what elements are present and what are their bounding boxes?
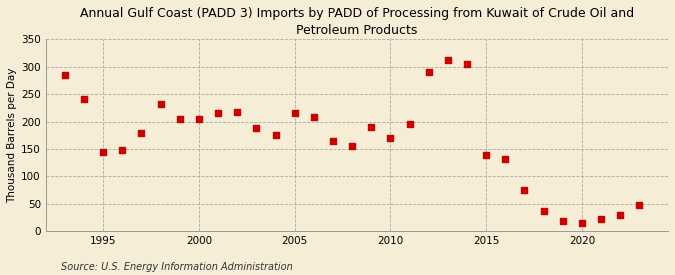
Point	[59, 73, 70, 77]
Point	[595, 217, 606, 221]
Point	[423, 70, 434, 75]
Point	[213, 111, 223, 116]
Point	[634, 203, 645, 207]
Point	[442, 57, 453, 62]
Point	[194, 117, 205, 121]
Point	[462, 62, 472, 66]
Point	[232, 110, 242, 114]
Point	[385, 136, 396, 140]
Point	[174, 117, 185, 122]
Point	[404, 122, 415, 127]
Title: Annual Gulf Coast (PADD 3) Imports by PADD of Processing from Kuwait of Crude Oi: Annual Gulf Coast (PADD 3) Imports by PA…	[80, 7, 634, 37]
Point	[558, 219, 568, 224]
Point	[290, 111, 300, 116]
Point	[615, 213, 626, 217]
Point	[251, 126, 262, 130]
Point	[519, 187, 530, 192]
Point	[78, 97, 89, 101]
Point	[136, 130, 147, 135]
Y-axis label: Thousand Barrels per Day: Thousand Barrels per Day	[7, 68, 17, 203]
Point	[155, 102, 166, 106]
Point	[538, 209, 549, 213]
Point	[347, 144, 358, 148]
Point	[308, 115, 319, 119]
Point	[576, 221, 587, 225]
Point	[500, 157, 511, 161]
Point	[366, 125, 377, 129]
Point	[98, 150, 109, 154]
Point	[481, 152, 491, 157]
Text: Source: U.S. Energy Information Administration: Source: U.S. Energy Information Administ…	[61, 262, 292, 272]
Point	[117, 148, 128, 152]
Point	[270, 133, 281, 138]
Point	[327, 139, 338, 143]
